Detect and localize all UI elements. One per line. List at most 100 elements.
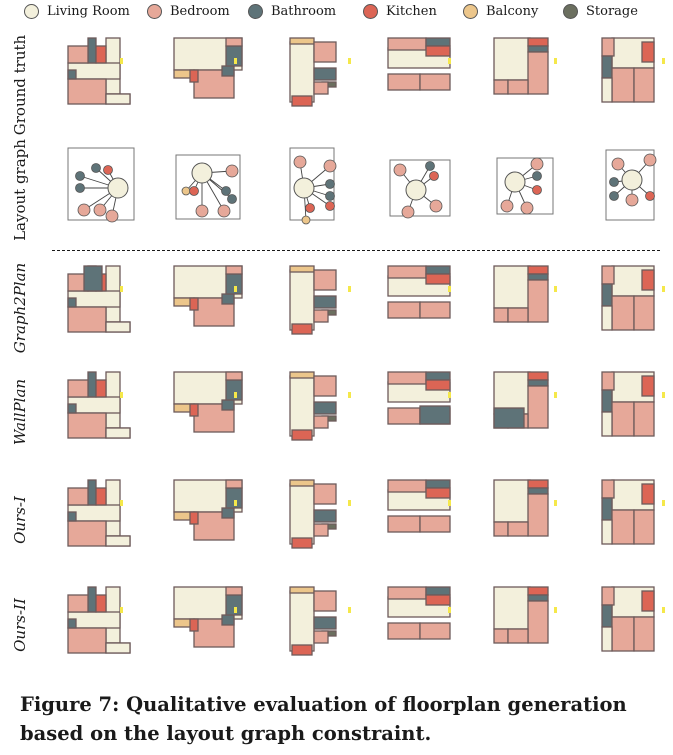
- bedroom-node: [401, 205, 415, 219]
- bathroom-node: [609, 191, 619, 201]
- kitchen-node: [189, 186, 199, 196]
- kitchen-room: [189, 297, 199, 311]
- bathroom-room: [67, 69, 77, 80]
- kitchen-room: [641, 41, 655, 63]
- kitchen-room: [95, 594, 107, 613]
- entrance-marker: [662, 58, 665, 64]
- kitchen-node: [325, 201, 335, 211]
- living-room-node: [107, 177, 129, 199]
- entrance-marker: [234, 392, 237, 398]
- bedroom-node: [643, 153, 657, 167]
- kitchen-node: [429, 171, 439, 181]
- storage-swatch: [563, 4, 578, 19]
- bathroom-node: [221, 186, 231, 196]
- bedroom-room: [507, 521, 529, 537]
- living-room-room: [105, 535, 131, 547]
- bathroom-room: [425, 586, 451, 596]
- bathroom-room: [221, 507, 235, 519]
- floorplan-grid: [67, 37, 665, 656]
- bathroom-room: [313, 401, 337, 415]
- entrance-marker: [662, 286, 665, 292]
- entrance-marker: [120, 392, 123, 398]
- legend-item-storage: Storage: [563, 4, 638, 19]
- bathroom-room: [527, 273, 549, 281]
- kitchen-node: [103, 165, 113, 175]
- bathroom-room: [493, 407, 525, 429]
- entrance-marker: [554, 286, 557, 292]
- kitchen-room: [425, 45, 451, 57]
- entrance-marker: [662, 392, 665, 398]
- bedroom-room: [507, 307, 529, 323]
- bathroom-room: [313, 616, 337, 630]
- kitchen-room: [641, 375, 655, 397]
- bathroom-room: [419, 405, 451, 425]
- entrance-marker: [234, 500, 237, 506]
- figure-caption: Figure 7: Qualitative evaluation of floo…: [20, 693, 627, 745]
- bathroom-room: [87, 37, 97, 64]
- living-room-node: [621, 169, 643, 191]
- bedroom-room: [507, 628, 529, 644]
- entrance-marker: [234, 286, 237, 292]
- bedroom-room: [313, 590, 337, 612]
- bathroom-room: [601, 389, 613, 413]
- bedroom-room: [419, 515, 451, 533]
- bathroom-room: [425, 371, 451, 381]
- bedroom-room: [601, 371, 615, 391]
- kitchen-room: [95, 379, 107, 398]
- living-room-room: [493, 586, 531, 630]
- bedroom-room: [387, 407, 421, 425]
- bedroom-node: [520, 201, 534, 215]
- bedroom-node: [323, 159, 337, 173]
- bedroom-swatch: [147, 4, 162, 19]
- bedroom-room: [527, 51, 549, 95]
- bathroom-room: [221, 293, 235, 305]
- bedroom-room: [527, 600, 549, 644]
- kitchen-room: [189, 403, 199, 417]
- living-room-room: [601, 411, 613, 437]
- bathroom-room: [527, 379, 549, 387]
- bedroom-room: [67, 45, 89, 64]
- bedroom-room: [633, 67, 655, 103]
- balcony-room: [289, 37, 315, 45]
- bathroom-room: [425, 37, 451, 47]
- bedroom-room: [527, 493, 549, 537]
- balcony-swatch: [463, 4, 478, 19]
- bedroom-room: [611, 616, 635, 652]
- entrance-marker: [348, 500, 351, 506]
- bedroom-node: [429, 199, 443, 213]
- bedroom-room: [601, 586, 615, 606]
- bathroom-room: [425, 479, 451, 489]
- living-room-room: [493, 479, 531, 523]
- kitchen-room: [291, 429, 313, 441]
- bathroom-room: [601, 283, 613, 307]
- bedroom-room: [67, 594, 89, 613]
- bathroom-node: [91, 163, 101, 173]
- living-room-room: [105, 93, 131, 105]
- entrance-marker: [348, 607, 351, 613]
- bedroom-room: [67, 78, 107, 105]
- entrance-marker: [348, 58, 351, 64]
- bedroom-room: [225, 265, 243, 275]
- kitchen-room: [291, 95, 313, 107]
- bathroom-room: [221, 399, 235, 411]
- bathroom-room: [527, 45, 549, 53]
- bathroom-room: [425, 265, 451, 275]
- kitchen-room: [189, 511, 199, 525]
- kitchen-node: [645, 191, 655, 201]
- legend-label: Storage: [586, 4, 638, 19]
- entrance-marker: [348, 392, 351, 398]
- bedroom-room: [225, 37, 243, 47]
- kitchen-room: [641, 590, 655, 612]
- bathroom-node: [75, 171, 85, 181]
- bedroom-room: [67, 379, 89, 398]
- bedroom-node: [77, 203, 91, 217]
- living-room-node: [191, 162, 213, 184]
- legend-item-bathroom: Bathroom: [248, 4, 336, 19]
- legend-label: Balcony: [486, 4, 539, 19]
- bedroom-room: [387, 479, 427, 493]
- bedroom-room: [387, 622, 421, 640]
- bedroom-room: [633, 509, 655, 545]
- legend-item-kitchen: Kitchen: [363, 4, 437, 19]
- bedroom-room: [313, 41, 337, 63]
- bathroom-room: [67, 403, 77, 414]
